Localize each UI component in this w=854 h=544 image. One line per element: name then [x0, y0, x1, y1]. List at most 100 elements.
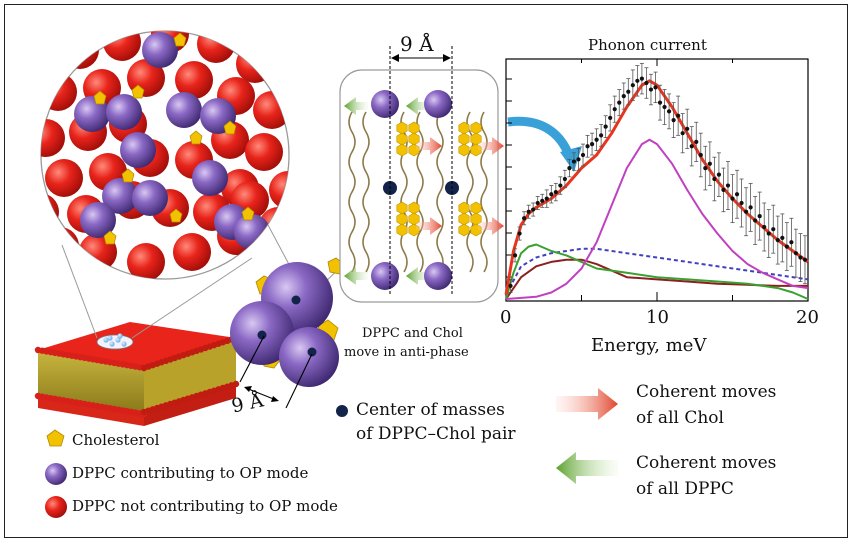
distance-leg: [239, 335, 265, 383]
data-point: [644, 80, 649, 86]
dppc-op: [80, 202, 116, 238]
cholesterol: [93, 90, 107, 105]
cluster-center-mass: [291, 295, 301, 305]
membrane-slab: [34, 322, 240, 426]
dppc-not-op: [41, 193, 59, 231]
chol-move-arrow: [478, 137, 504, 155]
chol-ring: [396, 212, 408, 226]
data-point: [716, 172, 722, 177]
chol-ring: [396, 132, 408, 146]
legend-dppc-arrow-icon: [556, 452, 618, 484]
data-point: [689, 144, 694, 149]
dppc-move-arrow: [406, 97, 430, 115]
dppc-op: [142, 32, 178, 68]
chart-title: Phonon current: [588, 36, 707, 54]
legend-chol-moves-line1: Coherent moves: [636, 382, 777, 402]
spacing-label-top: 9 Å: [400, 32, 434, 56]
legend-center-mass-icon: [336, 405, 348, 417]
legend-cholesterol-label: Cholesterol: [72, 431, 160, 449]
x-tick-label: 20: [796, 307, 819, 328]
data-point: [762, 224, 767, 230]
data-point: [789, 240, 794, 245]
dppc-op: [102, 178, 138, 214]
inset-dot: [117, 333, 123, 339]
callout-arrow: [507, 116, 575, 160]
data-point: [798, 255, 803, 260]
data-point: [594, 137, 599, 142]
series-green: [505, 243, 809, 300]
data-point: [748, 205, 753, 210]
data-point: [603, 124, 608, 129]
legend-center-line2: of DPPC–Chol pair: [356, 424, 516, 444]
dppc-op: [132, 180, 168, 216]
data-point: [531, 207, 536, 212]
dppc-not-op: [41, 119, 65, 157]
chol-ring: [408, 121, 420, 135]
inset-dot: [121, 341, 127, 347]
data-point: [562, 176, 567, 182]
dppc-head: [424, 262, 452, 290]
chol-ring: [458, 201, 470, 215]
data-point: [639, 76, 645, 81]
legend-chol-arrow-icon: [556, 388, 618, 420]
data-point: [743, 209, 749, 214]
data-point: [707, 161, 712, 166]
inset-dot: [103, 337, 109, 343]
x-tick-label: 10: [646, 307, 669, 328]
dppc-op: [166, 92, 202, 128]
dppc-op: [74, 96, 110, 132]
cluster-dppc: [279, 327, 339, 387]
data-point: [657, 100, 663, 105]
cholesterol: [131, 84, 145, 99]
data-point: [771, 227, 776, 232]
cholesterol: [189, 130, 203, 145]
data-point: [676, 113, 681, 118]
data-point: [635, 78, 640, 83]
data-point: [775, 237, 780, 243]
distance-arrow-bottom: [245, 387, 277, 401]
data-point: [680, 131, 685, 136]
cholesterol: [103, 230, 117, 245]
chol-ring: [458, 143, 470, 157]
chol-ring: [470, 201, 482, 215]
membrane-inset-dots: [103, 333, 127, 347]
data-point: [580, 152, 586, 158]
data-point: [626, 89, 631, 94]
dppc-not-op: [197, 31, 235, 63]
data-point: [780, 235, 785, 241]
data-point: [630, 83, 635, 88]
data-point: [784, 244, 789, 249]
dppc-move-arrow: [406, 267, 430, 285]
data-point: [526, 209, 531, 214]
data-point: [617, 100, 622, 105]
data-point: [662, 104, 667, 110]
cholesterol: [223, 120, 237, 135]
legend-center-line1: Center of masses: [356, 400, 505, 420]
data-point: [567, 165, 572, 171]
lipid-tail: [362, 111, 370, 273]
data-point: [517, 231, 522, 236]
data-point: [766, 231, 771, 236]
dppc-op: [120, 132, 156, 168]
inset-dot: [107, 335, 113, 341]
chol-ring: [396, 143, 408, 157]
chol-ring: [408, 201, 420, 215]
inset-dot: [115, 337, 121, 343]
chol-ring: [458, 132, 470, 146]
dppc-not-op: [103, 31, 141, 61]
dppc-not-op: [61, 31, 99, 69]
legend-dppc-op-label: DPPC contributing to OP mode: [72, 464, 309, 482]
dppc-head: [424, 90, 452, 118]
data-point: [508, 283, 513, 289]
dppc-move-arrow: [344, 97, 368, 115]
legend-cholesterol-icon: [46, 429, 65, 447]
data-point: [666, 109, 672, 114]
data-point: [685, 126, 690, 131]
data-point: [725, 183, 731, 188]
cluster-center-mass: [307, 347, 317, 357]
zoom-line-left: [61, 244, 98, 339]
data-point: [653, 85, 658, 90]
antiphase-caption-line1: DPPC and Chol: [362, 326, 463, 341]
data-point: [721, 187, 726, 193]
